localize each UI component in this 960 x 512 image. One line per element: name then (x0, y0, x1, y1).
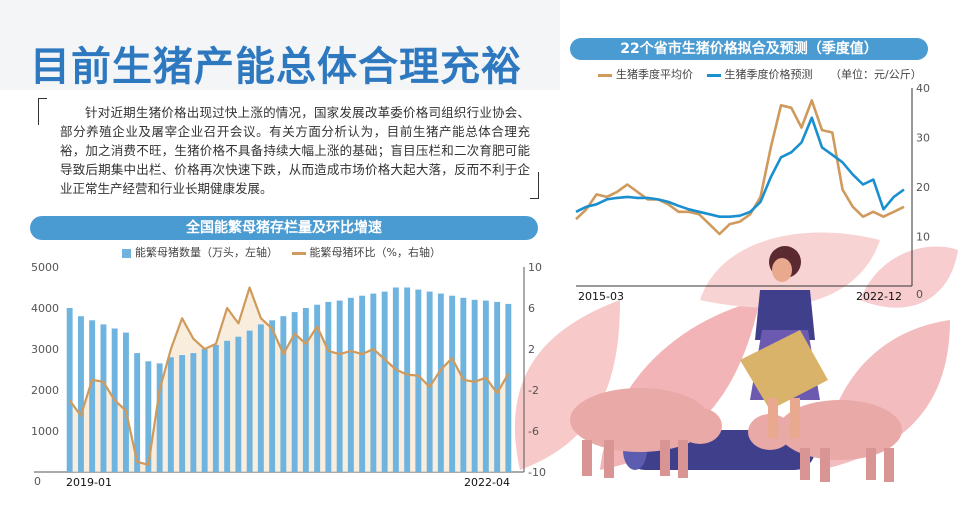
price-forecast-line (575, 116, 905, 218)
legend-bar-label: 能繁母猪数量（万头，左轴） (135, 246, 278, 259)
right-axis-tick-label: 6 (528, 302, 535, 315)
sow-bar (280, 316, 287, 472)
sow-bar (235, 336, 242, 472)
sow-bar (224, 340, 231, 472)
right-axis-tick-label: 10 (528, 261, 542, 274)
sow-bar (359, 295, 366, 472)
x-end-label: 2022-04 (464, 476, 510, 489)
left-chart-title: 全国能繁母猪存栏量及环比增速 (30, 216, 538, 240)
sow-bar (482, 300, 489, 472)
left-chart-legend: 能繁母猪数量（万头，左轴） 能繁母猪环比（%，右轴） (122, 244, 441, 260)
page-title: 目前生猪产能总体合理充裕 (30, 44, 522, 90)
price-axis-tick-label: 0 (916, 288, 923, 301)
sow-bar (291, 312, 298, 472)
sow-bar (302, 308, 309, 472)
sow-bar (336, 300, 343, 472)
sow-bar (190, 353, 197, 472)
left-axis-tick-label: 1000 (31, 425, 59, 438)
left-axis-tick-label: 2000 (31, 384, 59, 397)
legend-avg-swatch (598, 73, 612, 77)
left-axis-tick-label: 5000 (31, 261, 59, 274)
sow-bar (123, 332, 129, 472)
legend-bar-swatch (122, 248, 131, 258)
sow-ratio-line (68, 286, 510, 466)
left-axis-tick-label: 0 (34, 475, 41, 488)
sow-bar (347, 297, 354, 473)
sow-bar (471, 299, 478, 472)
x-start-label: 2015-03 (578, 290, 624, 303)
right-axis-tick-label: -2 (528, 384, 539, 397)
sow-bar (381, 291, 388, 472)
left-axis-tick-label: 4000 (31, 302, 59, 315)
right-chart-legend: 生猪季度平均价 生猪季度价格预测 （单位：元/公斤） (598, 66, 922, 82)
sow-bar (314, 304, 321, 472)
unit-label: （单位：元/公斤） (830, 68, 922, 81)
sow-bar (257, 324, 264, 472)
sow-bar (179, 355, 186, 472)
legend-forecast-label: 生猪季度价格预测 (724, 68, 813, 81)
legend-line-swatch (291, 251, 306, 255)
sow-bar (201, 349, 208, 472)
sow-bar (145, 361, 152, 472)
sow-bar (100, 324, 107, 472)
sow-bar (370, 293, 377, 472)
sow-bar (156, 363, 163, 472)
legend-forecast-swatch (706, 73, 721, 77)
right-chart-title: 22个省市生猪价格拟合及预测（季度值） (570, 38, 928, 60)
sow-bar (134, 353, 141, 472)
x-end-label: 2022-12 (856, 290, 902, 303)
pig-illustration-left (570, 388, 722, 478)
sow-bar (426, 291, 433, 472)
sow-bar (505, 303, 512, 472)
legend-avg-label: 生猪季度平均价 (616, 68, 693, 81)
sow-bar (246, 330, 253, 472)
sow-bar (325, 301, 332, 472)
sow-bar (89, 320, 96, 472)
price-average-line (575, 99, 905, 236)
right-axis-tick-label: -6 (528, 425, 539, 438)
x-start-label: 2019-01 (66, 476, 112, 489)
right-axis-tick-label: 2 (528, 343, 535, 356)
sow-bar (212, 344, 219, 472)
sow-bar (415, 289, 422, 472)
farmer-illustration (740, 246, 828, 438)
price-axis-tick-label: 30 (916, 132, 930, 145)
sow-bar (437, 293, 444, 472)
quote-bracket-top-left (38, 98, 47, 125)
sow-bar (404, 287, 411, 472)
price-axis-tick-label: 10 (916, 231, 930, 244)
sow-bar (494, 301, 501, 472)
sow-bar (167, 357, 174, 472)
sow-bar (449, 295, 456, 472)
sow-bar (78, 316, 84, 472)
price-axis-tick-label: 40 (916, 82, 930, 95)
price-axis-tick-label: 20 (916, 181, 930, 194)
sow-bar (269, 320, 276, 472)
legend-line-label: 能繁母猪环比（%，右轴） (309, 246, 441, 259)
left-axis-tick-label: 3000 (31, 343, 59, 356)
sow-bar (460, 297, 467, 473)
right-axis-tick-label: -10 (528, 466, 546, 479)
sow-bar (66, 308, 73, 472)
sow-bar (392, 287, 399, 472)
intro-paragraph: 针对近期生猪价格出现过快上涨的情况，国家发展改革委价格司组织行业协会、部分养殖企… (60, 105, 530, 196)
quote-bracket-bottom-right (530, 172, 539, 199)
